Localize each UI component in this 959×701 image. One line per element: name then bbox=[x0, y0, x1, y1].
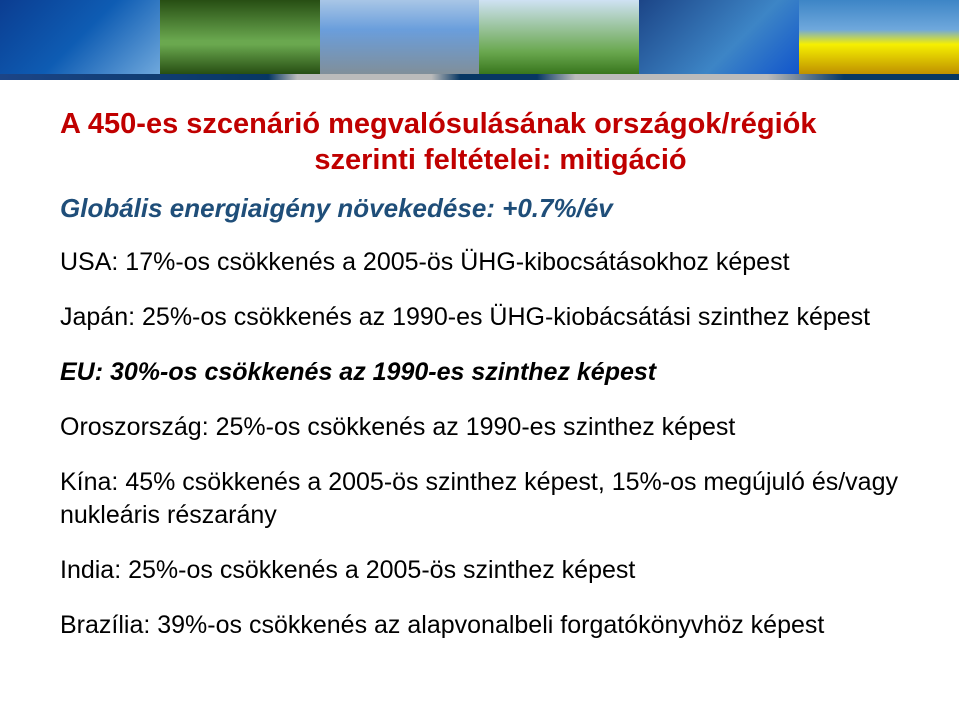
banner-segment bbox=[320, 0, 480, 74]
bullet-japan: Japán: 25%-os csökkenés az 1990-es ÜHG-k… bbox=[60, 301, 911, 334]
header-banner bbox=[0, 0, 959, 74]
bullet-china: Kína: 45% csökkenés a 2005-ös szinthez k… bbox=[60, 466, 911, 532]
banner-segment bbox=[639, 0, 799, 74]
slide-content: A 450-es szcenárió megvalósulásának orsz… bbox=[0, 80, 959, 642]
title-line-1: A 450-es szcenárió megvalósulásának orsz… bbox=[60, 108, 817, 140]
bullet-brazil: Brazília: 39%-os csökkenés az alapvonalb… bbox=[60, 609, 911, 642]
slide-subhead: Globális energiaigény növekedése: +0.7%/… bbox=[60, 193, 911, 224]
bullet-russia: Oroszország: 25%-os csökkenés az 1990-es… bbox=[60, 411, 911, 444]
title-line-2: szerinti feltételei: mitigáció bbox=[60, 142, 911, 178]
bullet-india: India: 25%-os csökkenés a 2005-ös szinth… bbox=[60, 554, 911, 587]
banner-segment bbox=[479, 0, 639, 74]
banner-segment bbox=[0, 0, 160, 74]
banner-segment bbox=[160, 0, 320, 74]
slide-title: A 450-es szcenárió megvalósulásának orsz… bbox=[60, 106, 911, 179]
banner-segment bbox=[799, 0, 959, 74]
bullet-usa: USA: 17%-os csökkenés a 2005-ös ÜHG-kibo… bbox=[60, 246, 911, 279]
bullet-eu: EU: 30%-os csökkenés az 1990-es szinthez… bbox=[60, 356, 911, 389]
